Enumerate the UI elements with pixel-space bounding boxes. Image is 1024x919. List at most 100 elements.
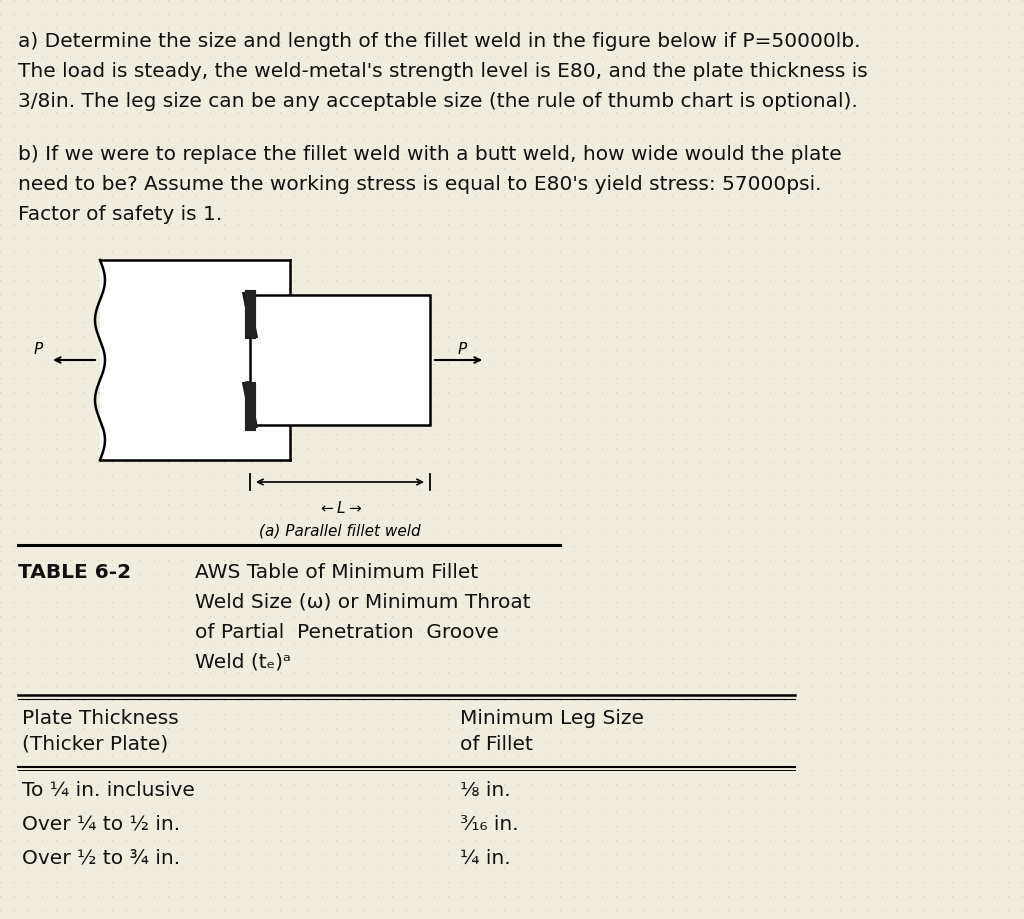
Point [510,469,526,483]
Point [6,902,23,917]
Point [454,875,470,890]
Point [986,567,1002,582]
Point [930,805,946,820]
Point [0,846,8,861]
Point [915,370,932,385]
Point [160,175,176,189]
Point [271,889,288,903]
Point [957,763,974,777]
Point [286,889,302,903]
Point [776,203,793,218]
Point [61,581,78,596]
Point [818,819,835,834]
Point [734,329,751,344]
Point [930,734,946,749]
Point [132,0,148,7]
Point [496,258,512,273]
Point [692,203,709,218]
Point [48,105,65,119]
Point [61,440,78,455]
Point [118,833,134,847]
Point [426,343,442,357]
Point [650,833,667,847]
Point [328,819,344,834]
Point [342,119,358,133]
Point [831,413,848,427]
Point [216,329,232,344]
Point [426,595,442,609]
Point [580,707,596,721]
Point [524,902,541,917]
Point [244,455,260,470]
Point [776,385,793,400]
Point [454,790,470,805]
Point [538,763,554,777]
Point [594,203,610,218]
Point [846,385,862,400]
Point [244,147,260,162]
Point [244,608,260,623]
Point [313,91,330,106]
Point [118,175,134,189]
Point [370,581,386,596]
Point [762,637,778,652]
Point [90,749,106,764]
Point [258,552,274,567]
Point [482,357,499,371]
Point [580,469,596,483]
Point [286,20,302,35]
Point [831,287,848,301]
Point [692,651,709,665]
Point [580,440,596,455]
Point [34,720,50,735]
Point [762,790,778,805]
Point [678,385,694,400]
Point [6,203,23,218]
Point [132,426,148,441]
Point [510,343,526,357]
Point [734,49,751,63]
Point [229,623,246,638]
Point [524,902,541,917]
Point [61,805,78,820]
Point [888,734,904,749]
Point [468,861,484,876]
Point [160,581,176,596]
Point [271,258,288,273]
Point [145,20,162,35]
Point [48,707,65,721]
Point [930,76,946,91]
Point [1014,161,1024,176]
Point [846,902,862,917]
Point [706,175,722,189]
Point [594,693,610,708]
Point [888,329,904,344]
Point [103,819,120,834]
Point [468,161,484,176]
Point [622,539,638,553]
Point [831,469,848,483]
Point [664,231,680,245]
Point [482,147,499,162]
Point [440,440,457,455]
Point [692,147,709,162]
Point [734,6,751,21]
Point [355,370,372,385]
Point [831,132,848,147]
Point [384,301,400,315]
Point [132,161,148,176]
Point [6,581,23,596]
Point [608,720,625,735]
Point [76,287,92,301]
Point [313,203,330,218]
Point [776,301,793,315]
Point [972,258,988,273]
Point [355,734,372,749]
Point [580,301,596,315]
Point [468,217,484,232]
Point [496,0,512,7]
Point [174,455,190,470]
Point [692,357,709,371]
Point [48,875,65,890]
Point [216,273,232,288]
